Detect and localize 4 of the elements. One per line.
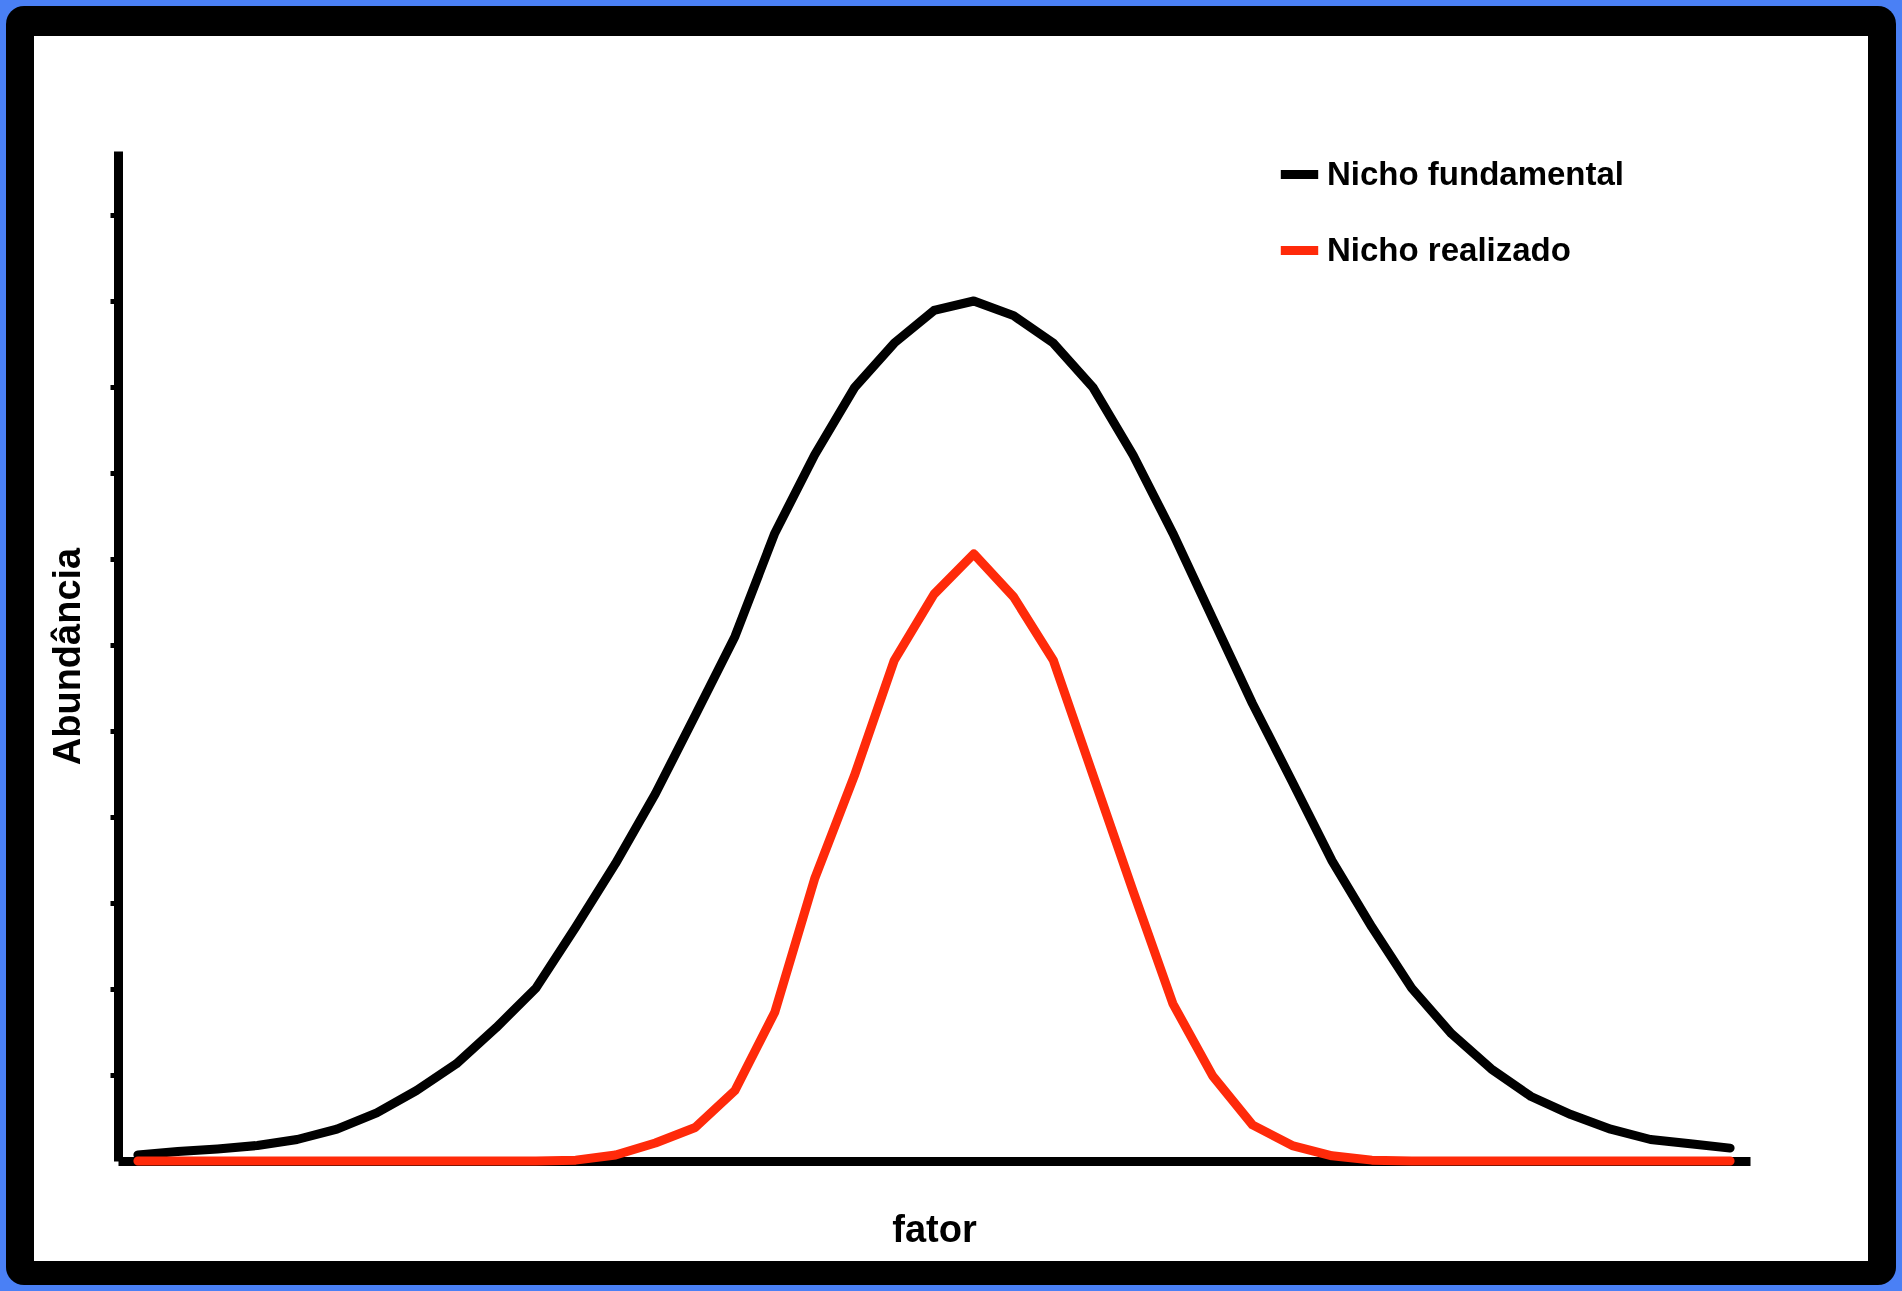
x-axis-title: fator xyxy=(892,1207,977,1250)
y-axis-title: Abundância xyxy=(46,546,88,766)
legend-label: Nicho fundamental xyxy=(1327,154,1625,192)
legend-label: Nicho realizado xyxy=(1327,230,1571,268)
